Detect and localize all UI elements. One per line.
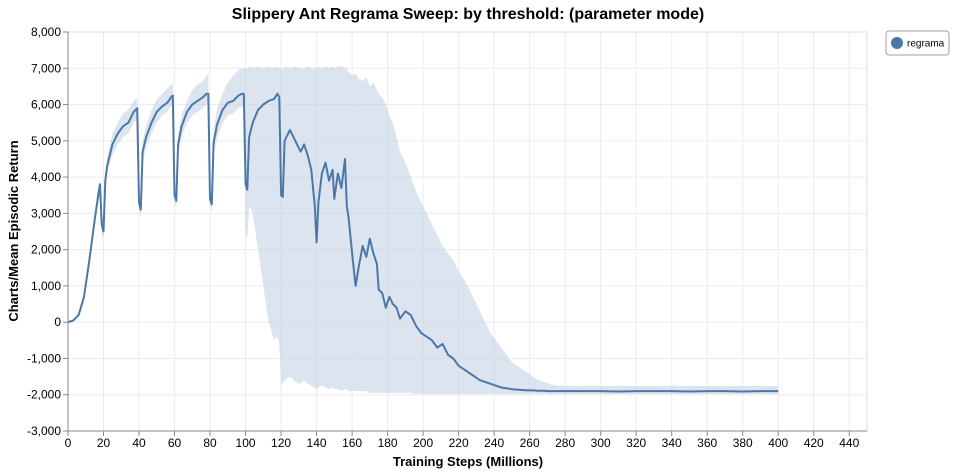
y-tick-label: -3,000 xyxy=(27,424,61,438)
x-tick-label: 40 xyxy=(132,436,146,450)
x-tick-label: 0 xyxy=(65,436,72,450)
x-tick-label: 140 xyxy=(307,436,327,450)
y-tick-label: 8,000 xyxy=(31,25,61,39)
x-tick-label: 80 xyxy=(203,436,217,450)
x-tick-label: 120 xyxy=(271,436,291,450)
y-tick-label: 4,000 xyxy=(31,170,61,184)
x-tick-label: 360 xyxy=(697,436,717,450)
x-tick-label: 300 xyxy=(591,436,611,450)
y-tick-label: 0 xyxy=(54,315,61,329)
series-line-regrama xyxy=(67,92,779,393)
y-tick-label: 7,000 xyxy=(31,61,61,75)
y-tick-label: 6,000 xyxy=(31,98,61,112)
x-tick-label: 400 xyxy=(768,436,788,450)
axes: 0 20 40 60 80 100 120 140 160 180 200 220 240 260 280 3… xyxy=(27,25,867,450)
legend-swatch-regrama xyxy=(891,37,903,49)
legend-label-regrama: regrama xyxy=(907,39,945,50)
x-tick-label: 60 xyxy=(168,436,182,450)
x-axis-title: Training Steps (Millions) xyxy=(393,454,543,469)
y-axis-title: Charts/Mean Episodic Return xyxy=(6,140,21,321)
chart-title: Slippery Ant Regrama Sweep: by threshold… xyxy=(232,6,704,23)
series-line-layer xyxy=(67,92,779,393)
y-tick-label: 3,000 xyxy=(31,206,61,220)
x-tick-label: 340 xyxy=(662,436,682,450)
x-tick-label: 180 xyxy=(378,436,398,450)
x-tick-label: 380 xyxy=(733,436,753,450)
x-tick-label: 100 xyxy=(236,436,256,450)
x-tick-label: 220 xyxy=(449,436,469,450)
x-tick-label: 420 xyxy=(804,436,824,450)
y-tick-label: 1,000 xyxy=(31,279,61,293)
x-tick-label: 280 xyxy=(555,436,575,450)
x-tick-label: 160 xyxy=(342,436,362,450)
y-tick-label: 5,000 xyxy=(31,134,61,148)
y-tick-label: -1,000 xyxy=(27,351,61,365)
y-tick-label: -2,000 xyxy=(27,388,61,402)
x-tick-label: 20 xyxy=(97,436,111,450)
x-tick-label: 320 xyxy=(626,436,646,450)
x-tick-label: 240 xyxy=(484,436,504,450)
x-tick-label: 440 xyxy=(839,436,859,450)
x-tick-label: 200 xyxy=(413,436,433,450)
y-tick-label: 2,000 xyxy=(31,243,61,257)
x-tick-label: 260 xyxy=(520,436,540,450)
legend-box xyxy=(885,30,950,56)
legend: regrama xyxy=(885,30,950,56)
